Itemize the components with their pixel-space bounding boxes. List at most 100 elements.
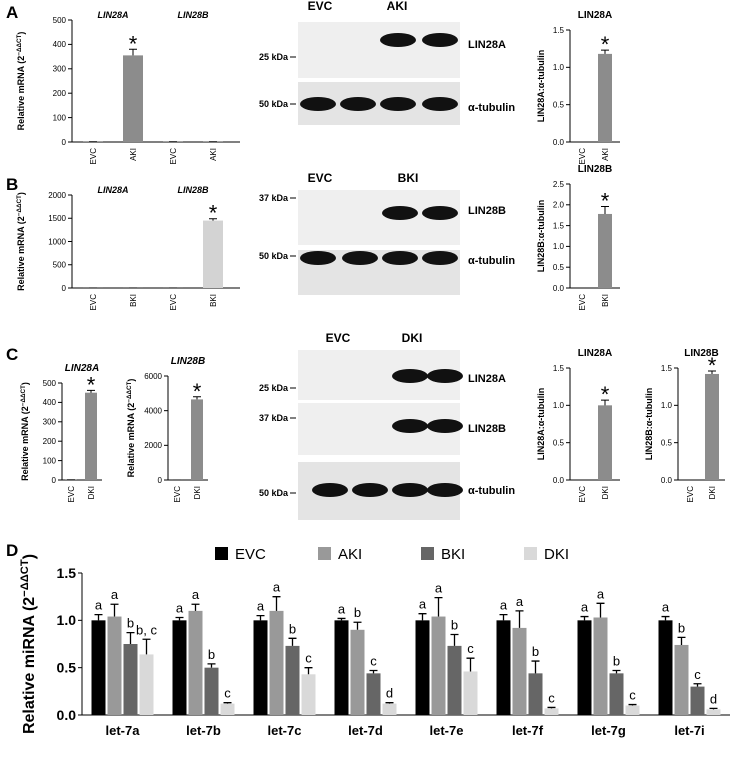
error-bar: [547, 706, 556, 709]
significance-mark: *: [193, 379, 202, 404]
x-tick-label: EVC: [578, 294, 587, 311]
chart-title: LIN28A: [65, 363, 99, 374]
y-axis-label-part: LIN28A:α-tubulin: [536, 50, 546, 123]
band-size: 50 kDa: [259, 99, 289, 109]
bar: [191, 399, 203, 480]
significance-letter: b: [451, 618, 458, 633]
y-axis-label: LIN28B:α-tubulin: [536, 200, 546, 273]
bar: [577, 620, 592, 715]
error-bar: [708, 370, 716, 374]
band-size: 37 kDa: [259, 413, 289, 423]
bar: [188, 610, 203, 715]
band-size: 50 kDa: [259, 251, 289, 261]
y-tick-label: 1.0: [553, 63, 565, 72]
x-tick-label: EVC: [578, 486, 587, 503]
bar: [139, 654, 154, 715]
legend-swatch: [318, 547, 331, 560]
error-bar: [129, 48, 137, 56]
x-tick-label: EVC: [169, 294, 178, 311]
bar: [85, 392, 97, 480]
error-bar: [207, 663, 216, 668]
error-bar: [126, 631, 135, 644]
error-bar: [223, 702, 232, 704]
y-tick-label: 200: [43, 437, 57, 446]
y-tick-label: 0.5: [57, 660, 77, 676]
error-bar: [580, 615, 589, 621]
y-tick-label: 1.0: [553, 242, 565, 251]
y-tick-label: 500: [43, 379, 57, 388]
bar: [366, 673, 381, 715]
chart-title: LIN28A: [578, 10, 612, 21]
lane-label: DKI: [402, 331, 423, 345]
error-bar: [661, 615, 670, 621]
band-size: 50 kDa: [259, 488, 289, 498]
x-tick-label: EVC: [686, 486, 695, 503]
y-tick-label: 1500: [48, 214, 66, 223]
y-axis-label-part: ): [126, 379, 136, 382]
band-name: LIN28B: [468, 423, 506, 435]
x-tick-label: let-7i: [674, 723, 704, 738]
y-axis-label-part: ): [16, 192, 26, 195]
error-bar: [87, 389, 95, 393]
bar: [674, 644, 689, 715]
y-tick-label: 0.5: [553, 100, 565, 109]
significance-letter: b: [127, 616, 134, 631]
bar: [447, 645, 462, 715]
significance-letter: a: [419, 597, 427, 612]
error-bar: [499, 614, 508, 621]
y-axis-label-part: Relative mRNA (2: [16, 216, 26, 291]
panel-label: A: [6, 3, 18, 22]
significance-mark: *: [209, 201, 218, 226]
panel-label: C: [6, 345, 18, 364]
y-tick-label: 100: [43, 456, 57, 465]
significance-letter: a: [111, 587, 119, 602]
y-axis-label-part: −ΔΔCT: [16, 195, 23, 216]
significance-letter: b: [613, 654, 620, 669]
y-tick-label: 2000: [48, 191, 66, 200]
legend-label: AKI: [338, 546, 362, 563]
y-tick-label: 400: [53, 40, 67, 49]
error-bar: [418, 613, 427, 621]
blot-band: [300, 97, 336, 111]
legend-swatch: [524, 547, 537, 560]
significance-letter: a: [435, 581, 443, 596]
blot-band: [382, 251, 418, 265]
bar: [123, 644, 138, 715]
error-bar: [94, 614, 103, 621]
legend-label: BKI: [441, 546, 465, 563]
x-tick-label: EVC: [169, 148, 178, 165]
legend-label: DKI: [544, 546, 569, 563]
x-tick-label: EVC: [89, 294, 98, 311]
bar: [285, 645, 300, 715]
bar: [334, 620, 349, 715]
y-tick-label: 4000: [144, 406, 162, 415]
error-bar: [110, 603, 119, 617]
bar: [598, 405, 612, 480]
panel-label: D: [6, 541, 18, 560]
x-tick-label: EVC: [67, 486, 76, 503]
band-size: 37 kDa: [259, 193, 289, 203]
error-bar: [693, 683, 702, 687]
group-label: LIN28A: [97, 10, 128, 20]
y-axis-label: Relative mRNA (2−ΔΔCT): [20, 382, 31, 481]
y-tick-label: 0: [62, 284, 67, 293]
error-bar: [304, 667, 313, 675]
error-bar: [515, 610, 524, 628]
y-axis-label: Relative mRNA (2−ΔΔCT): [126, 379, 137, 478]
blot-band: [392, 369, 428, 383]
y-axis-label: Relative mRNA (2−ΔΔCT): [16, 32, 27, 131]
error-bar: [191, 603, 200, 611]
y-tick-label: 0: [62, 138, 67, 147]
error-bar: [434, 596, 443, 617]
chart-title: LIN28B: [171, 356, 205, 367]
bar: [203, 220, 223, 288]
y-axis-label-part: ): [20, 382, 30, 385]
band-name: α-tubulin: [468, 102, 515, 114]
error-bar: [209, 218, 217, 221]
y-axis-label-part: Relative miRNA (2: [21, 597, 38, 734]
blot-band: [312, 483, 348, 497]
significance-letter: a: [95, 598, 103, 613]
y-axis-label: Relative mRNA (2−ΔΔCT): [16, 192, 27, 291]
significance-letter: c: [467, 641, 474, 656]
